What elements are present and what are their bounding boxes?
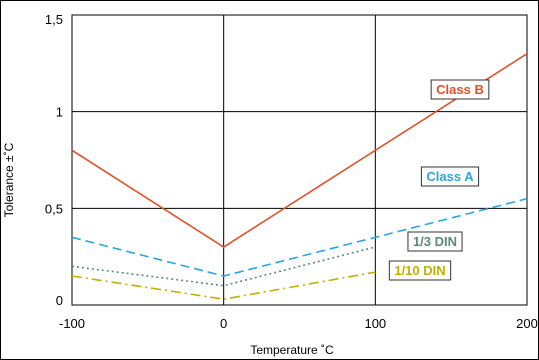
series-label-text: 1/10 DIN <box>394 263 445 278</box>
y-axis-title: Tolerance ±˚C <box>2 142 16 217</box>
series-label-text: Class B <box>436 82 484 97</box>
series-line <box>71 52 528 248</box>
series-label: Class A <box>420 166 480 187</box>
series-lines <box>71 52 528 301</box>
x-tick-label: 100 <box>364 316 386 331</box>
series-label-text: Class A <box>426 169 474 184</box>
plot-area <box>71 14 528 306</box>
series-label-box <box>388 260 452 281</box>
series-label-text: 1/3 DIN <box>413 234 457 249</box>
series-label-box <box>420 166 480 187</box>
series-line <box>71 246 376 287</box>
series-line <box>71 197 528 277</box>
y-tick-label: 0 <box>56 293 63 308</box>
series-label-box <box>407 231 463 252</box>
y-tick-label: 1,5 <box>45 12 63 27</box>
x-tick-label: 0 <box>220 316 227 331</box>
series-labels: Class B Class A 1/3 DIN 1/10 DIN <box>388 79 490 281</box>
tick-labels: -100 0 100 200 0 0,5 1 1,5 <box>45 12 538 331</box>
x-tick-label: 200 <box>516 316 538 331</box>
grid <box>71 14 528 306</box>
y-tick-label: 0,5 <box>45 201 63 216</box>
series-label: 1/10 DIN <box>388 260 452 281</box>
x-axis-title: Temperature ˚C <box>250 343 334 357</box>
x-tick-label: -100 <box>59 316 85 331</box>
series-label: Class B <box>430 79 490 100</box>
series-label: 1/3 DIN <box>407 231 463 252</box>
y-tick-label: 1 <box>56 105 63 120</box>
series-label-box <box>430 79 490 100</box>
